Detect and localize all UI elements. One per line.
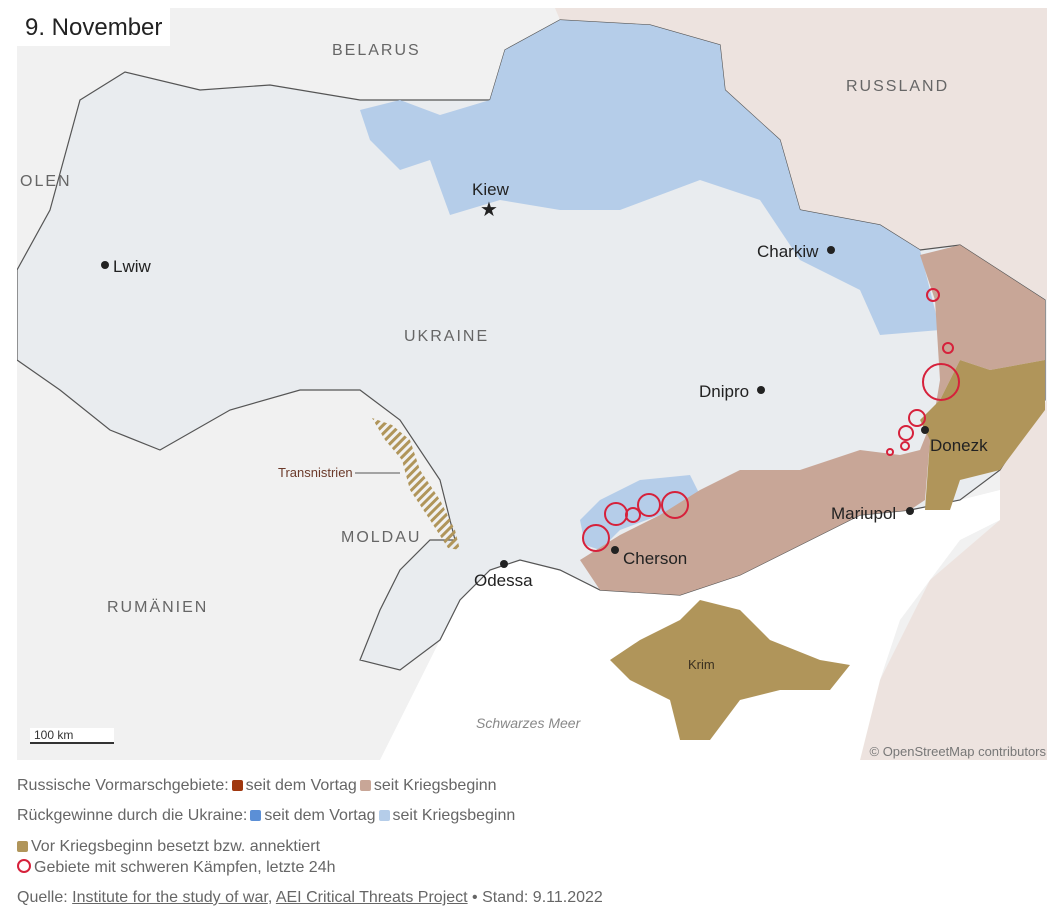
legend-fighting-label: Gebiete mit schweren Kämpfen, letzte 24h [34, 859, 336, 876]
legend-russian-day: seit dem Vortag [245, 777, 357, 794]
city-kiew: Kiew [472, 180, 509, 199]
heavy-fighting-markers [582, 288, 960, 552]
legend-ukraine: Rückgewinne durch die Ukraine: seit dem V… [17, 807, 515, 825]
ukraine-regain-area [360, 20, 940, 335]
city-mariupol: Mariupol [831, 504, 897, 523]
dot-icon [611, 546, 619, 554]
transnistria-area [372, 418, 460, 550]
swatch-ukraine-war [378, 810, 390, 821]
city-charkiw: Charkiw [757, 242, 819, 261]
legend-russian-label: Russische Vormarschgebiete: [17, 777, 229, 794]
russia-land [555, 8, 1047, 760]
fighting-marker [661, 491, 689, 519]
map-title: 9. November [17, 8, 171, 46]
fighting-marker [604, 502, 628, 526]
city-dnipro: Dnipro [699, 382, 750, 401]
fighting-marker [886, 448, 894, 456]
city-lwiw: Lwiw [113, 257, 151, 276]
legend-annexed-label: Vor Kriegsbeginn besetzt bzw. annektiert [31, 838, 321, 855]
source-prefix: Quelle: [17, 889, 68, 906]
dot-icon [757, 386, 765, 394]
fighting-marker [942, 342, 954, 354]
city-odessa: Odessa [474, 571, 533, 590]
source-date: • Stand: 9.11.2022 [472, 889, 603, 906]
annexed-crimea [610, 600, 850, 740]
fighting-marker [926, 288, 940, 302]
scale-bar: 100 km [30, 728, 114, 744]
dot-icon [906, 507, 914, 515]
swatch-russian-war [359, 780, 371, 791]
fighting-marker [898, 425, 914, 441]
star-icon: ★ [480, 199, 498, 221]
label-russia: RUSSLAND [846, 78, 950, 95]
city-markers: ★ [101, 199, 929, 568]
label-crimea: Krim [688, 657, 715, 672]
label-ukraine: UKRAINE [404, 328, 490, 345]
dot-icon [921, 426, 929, 434]
fighting-marker [908, 409, 926, 427]
map[interactable]: ★ [17, 8, 1047, 760]
swatch-annexed [17, 841, 28, 852]
fighting-marker [922, 363, 960, 401]
label-poland: OLEN [20, 173, 72, 190]
fighting-marker [900, 441, 910, 451]
legend-ukraine-label: Rückgewinne durch die Ukraine: [17, 807, 248, 824]
source-link-isw[interactable]: Institute for the study of war [72, 889, 268, 906]
label-sea: Schwarzes Meer [476, 715, 581, 731]
label-moldova: MOLDAU [341, 529, 422, 546]
legend-ukraine-war: seit Kriegsbeginn [392, 807, 516, 824]
legend-fighting: Gebiete mit schweren Kämpfen, letzte 24h [17, 859, 336, 877]
city-donezk: Donezk [930, 436, 988, 455]
legend-ukraine-day: seit dem Vortag [264, 807, 376, 824]
swatch-russian-day [231, 780, 243, 791]
fighting-marker [582, 524, 610, 552]
dot-icon [827, 246, 835, 254]
ring-icon [17, 859, 31, 873]
legend-russian: Russische Vormarschgebiete: seit dem Vort… [17, 777, 497, 795]
legend-annexed: Vor Kriegsbeginn besetzt bzw. annektiert [17, 838, 320, 856]
city-cherson: Cherson [623, 549, 688, 568]
dot-icon [500, 560, 508, 568]
label-transnistria: Transnistrien [278, 465, 353, 480]
label-romania: RUMÄNIEN [107, 599, 209, 616]
dot-icon [101, 261, 109, 269]
source-sep: , [267, 889, 273, 906]
label-belarus: BELARUS [332, 42, 421, 59]
russian-advance-area [580, 245, 1045, 595]
source-link-aei[interactable]: AEI Critical Threats Project [275, 889, 468, 906]
legend-russian-war: seit Kriegsbeginn [373, 777, 497, 794]
source-line: Quelle: Institute for the study of war, … [17, 889, 603, 907]
swatch-ukraine-day [250, 810, 262, 821]
attribution: © OpenStreetMap contributors [869, 744, 1047, 759]
fighting-marker [637, 493, 661, 517]
